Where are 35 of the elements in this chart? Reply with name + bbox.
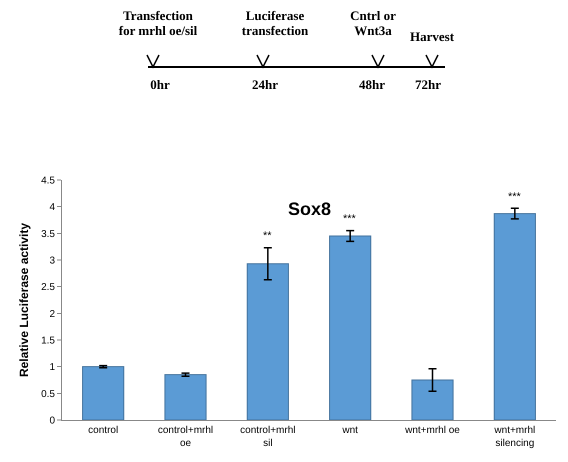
bar: [164, 374, 207, 420]
annotation: ***: [343, 213, 357, 225]
text: 72hr: [415, 77, 441, 92]
y-axis-title: Relative Luciferase activity: [17, 222, 31, 378]
annotation: **: [263, 230, 272, 242]
y-tick-label: 1.5: [41, 336, 56, 346]
y-tick-label: 1: [49, 362, 56, 374]
bar: [494, 213, 536, 420]
bar: [411, 380, 454, 420]
text: Harvest: [410, 29, 454, 44]
text: Transfection for mrhl oe/sil: [118, 8, 198, 38]
bar: [329, 236, 372, 420]
y-tick-label: 4.5: [41, 176, 56, 186]
y-tick-label: 2: [49, 308, 56, 320]
y-tick-label: 0.5: [41, 388, 56, 400]
y-tick-label: 0: [49, 416, 56, 426]
text: 24hr: [252, 77, 278, 92]
x-tick-label: wnt+mrhl silencing: [493, 425, 536, 449]
x-tick-label: control+mrhl oe: [158, 425, 214, 449]
x-tick-label: control+mrhl sil: [240, 425, 296, 449]
y-tick-label: 2.5: [41, 282, 56, 294]
bar: [82, 366, 124, 420]
y-tick-label: 3: [49, 256, 56, 266]
text: Sox8: [288, 199, 332, 219]
annotation: ***: [508, 191, 522, 203]
x-tick-label: control: [88, 425, 118, 436]
y-tick-label: 4: [49, 202, 56, 214]
text: 0hr: [150, 77, 170, 92]
x-tick-label: wnt+mrhl oe: [404, 425, 460, 436]
text: 48hr: [359, 77, 385, 92]
text: Luciferase transfection: [242, 8, 308, 38]
y-tick-label: 3.5: [41, 228, 56, 240]
x-tick-label: wnt: [341, 425, 358, 436]
text: Cntrl or Wnt3a: [350, 8, 396, 38]
bar: [246, 263, 289, 420]
